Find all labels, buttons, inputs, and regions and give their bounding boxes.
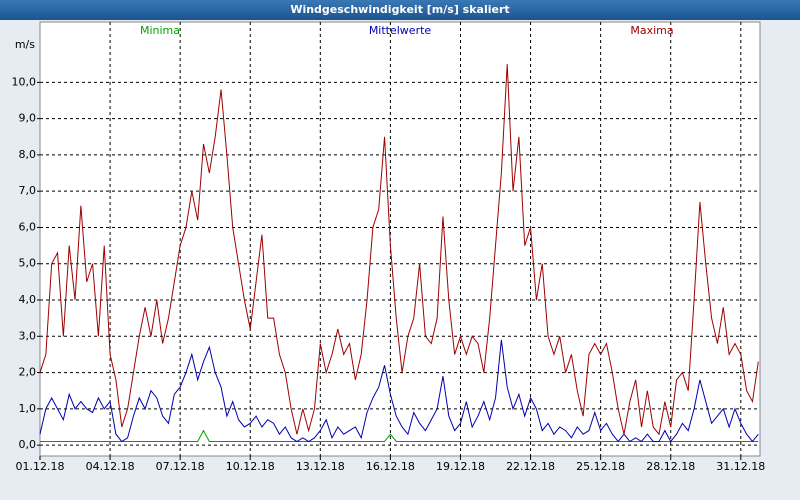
plot-area [39,21,761,457]
y-tick-label: 1,0 [19,402,37,415]
x-tick-label: 13.12.18 [296,460,345,473]
x-tick-label: 01.12.18 [16,460,65,473]
x-tick-label: 10.12.18 [226,460,275,473]
x-tick-label: 07.12.18 [156,460,205,473]
x-tick-label: 28.12.18 [646,460,695,473]
x-tick-label: 25.12.18 [576,460,625,473]
title-bar [0,0,800,20]
y-tick-label: 5,0 [19,257,37,270]
legend-entry: Maxima [630,24,673,37]
chart-title: Windgeschwindigkeit [m/s] skaliert [290,3,509,16]
y-axis-label: m/s [15,38,35,51]
y-tick-label: 9,0 [19,112,37,125]
y-tick-label: 6,0 [19,220,37,233]
y-tick-label: 2,0 [19,366,37,379]
x-tick-label: 04.12.18 [86,460,135,473]
y-tick-label: 0,0 [19,438,37,451]
legend-entry: Minima [140,24,180,37]
y-tick-label: 4,0 [19,293,37,306]
x-tick-label: 22.12.18 [506,460,555,473]
y-tick-label: 10,0 [12,75,37,88]
legend-entry: Mittelwerte [369,24,432,37]
x-tick-label: 31.12.18 [716,460,765,473]
y-tick-label: 8,0 [19,148,37,161]
series-line [40,429,759,442]
y-tick-label: 3,0 [19,329,37,342]
x-tick-label: 19.12.18 [436,460,485,473]
x-tick-label: 16.12.18 [366,460,415,473]
series-line [39,339,759,443]
y-tick-label: 7,0 [19,184,37,197]
series-line [39,64,759,436]
